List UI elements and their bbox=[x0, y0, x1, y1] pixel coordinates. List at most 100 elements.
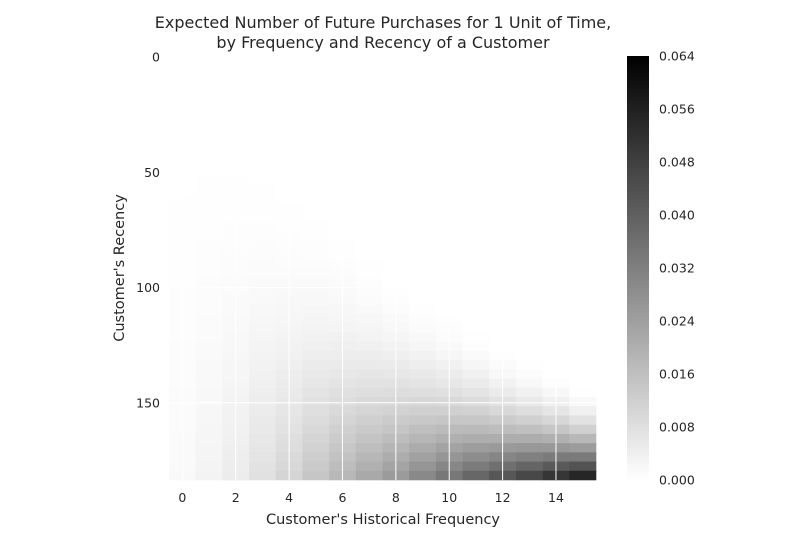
heatmap-cell bbox=[409, 249, 437, 261]
heatmap-cell bbox=[462, 240, 490, 252]
heatmap-cell bbox=[462, 203, 490, 215]
heatmap-cell bbox=[355, 194, 383, 205]
heatmap-cell bbox=[249, 185, 277, 196]
heatmap-cell bbox=[409, 148, 437, 159]
heatmap-cell bbox=[249, 369, 277, 381]
heatmap-cell bbox=[462, 378, 490, 390]
heatmap-cell bbox=[355, 443, 383, 454]
heatmap-cell bbox=[462, 231, 490, 242]
heatmap-cell bbox=[515, 157, 543, 169]
x-tick-label: 12 bbox=[495, 490, 511, 505]
heatmap-cell bbox=[462, 157, 490, 169]
heatmap-cell bbox=[355, 433, 383, 445]
heatmap-cell bbox=[249, 443, 277, 454]
heatmap-cell bbox=[355, 268, 383, 279]
heatmap-cell bbox=[355, 470, 383, 481]
heatmap-cell bbox=[355, 203, 383, 215]
heatmap-cell bbox=[195, 65, 223, 76]
heatmap-cell bbox=[569, 433, 597, 445]
heatmap-cell bbox=[355, 148, 383, 159]
heatmap-cell bbox=[515, 461, 543, 473]
heatmap-cell bbox=[195, 341, 223, 353]
heatmap-cell bbox=[409, 258, 437, 270]
heatmap-cell bbox=[302, 452, 330, 464]
heatmap-cell bbox=[409, 350, 437, 362]
heatmap-cell bbox=[302, 111, 330, 122]
heatmap-cell bbox=[462, 185, 490, 196]
heatmap-cell bbox=[195, 387, 223, 399]
heatmap-cell bbox=[409, 231, 437, 242]
heatmap-cell bbox=[195, 452, 223, 464]
heatmap-cell bbox=[195, 240, 223, 252]
heatmap-cell bbox=[462, 268, 490, 279]
heatmap-cell bbox=[462, 443, 490, 454]
heatmap-cell bbox=[195, 406, 223, 417]
heatmap-cell bbox=[249, 74, 277, 86]
heatmap-cell bbox=[569, 286, 597, 298]
heatmap-cell bbox=[195, 277, 223, 288]
heatmap-cell bbox=[569, 452, 597, 464]
heatmap-cell bbox=[249, 461, 277, 473]
heatmap-cell bbox=[462, 461, 490, 473]
colorbar-tick-label: 0.064 bbox=[659, 49, 695, 64]
heatmap-cell bbox=[302, 138, 330, 150]
heatmap-cell bbox=[355, 120, 383, 132]
heatmap-cell bbox=[409, 341, 437, 353]
heatmap-cell bbox=[249, 452, 277, 464]
heatmap-cell bbox=[409, 378, 437, 390]
heatmap-cell bbox=[302, 212, 330, 224]
heatmap-cell bbox=[515, 332, 543, 344]
colorbar-tick-label: 0.040 bbox=[659, 208, 695, 223]
heatmap-cell bbox=[355, 258, 383, 270]
heatmap-cell bbox=[302, 360, 330, 371]
heatmap-cell bbox=[302, 102, 330, 113]
heatmap-cell bbox=[195, 157, 223, 169]
heatmap-cell bbox=[302, 341, 330, 353]
heatmap-cell bbox=[355, 424, 383, 436]
heatmap-cell bbox=[569, 424, 597, 436]
heatmap-cell bbox=[355, 102, 383, 113]
heatmap-cell bbox=[569, 74, 597, 86]
heatmap-cell bbox=[302, 74, 330, 86]
heatmap-cell bbox=[569, 360, 597, 371]
heatmap-cell bbox=[569, 258, 597, 270]
heatmap-cell bbox=[569, 378, 597, 390]
heatmap-cell bbox=[195, 369, 223, 381]
heatmap-cell bbox=[409, 461, 437, 473]
colorbar-tick-label: 0.032 bbox=[659, 261, 695, 276]
heatmap-cell bbox=[409, 56, 437, 67]
heatmap-cell bbox=[569, 369, 597, 381]
heatmap-cell bbox=[569, 249, 597, 261]
heatmap-cell bbox=[302, 433, 330, 445]
heatmap-cell bbox=[195, 83, 223, 95]
heatmap-cell bbox=[195, 175, 223, 187]
heatmap-cell bbox=[355, 212, 383, 224]
x-tick-label: 2 bbox=[232, 490, 240, 505]
heatmap-cell bbox=[462, 129, 490, 141]
heatmap-cell bbox=[302, 231, 330, 242]
heatmap-cell bbox=[462, 433, 490, 445]
heatmap-cell bbox=[195, 138, 223, 150]
heatmap-cell bbox=[355, 129, 383, 141]
heatmap-cell bbox=[249, 231, 277, 242]
heatmap-cell bbox=[195, 470, 223, 481]
heatmap-cell bbox=[515, 277, 543, 288]
heatmap-cell bbox=[302, 203, 330, 215]
heatmap-cell bbox=[409, 65, 437, 76]
heatmap-cell bbox=[462, 341, 490, 353]
heatmap-cell bbox=[302, 277, 330, 288]
heatmap-cell bbox=[302, 240, 330, 252]
heatmap-cell bbox=[409, 221, 437, 233]
heatmap-cell bbox=[462, 452, 490, 464]
heatmap-cell bbox=[409, 268, 437, 279]
heatmap-cell bbox=[249, 332, 277, 344]
heatmap-cell bbox=[569, 461, 597, 473]
heatmap-cell bbox=[462, 148, 490, 159]
heatmap-cell bbox=[409, 314, 437, 325]
heatmap-cell bbox=[302, 148, 330, 159]
heatmap-cell bbox=[515, 175, 543, 187]
heatmap-cell bbox=[302, 332, 330, 344]
heatmap-cell bbox=[249, 102, 277, 113]
